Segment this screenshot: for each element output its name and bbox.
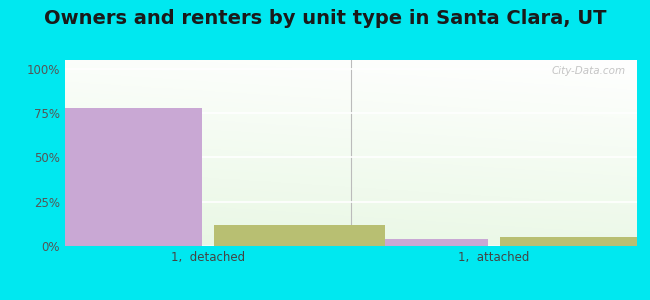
Bar: [317, 239, 488, 246]
Bar: [500, 237, 650, 246]
Text: Owners and renters by unit type in Santa Clara, UT: Owners and renters by unit type in Santa…: [44, 9, 606, 28]
Text: City-Data.com: City-Data.com: [551, 66, 625, 76]
Bar: [31, 108, 202, 246]
Bar: [214, 225, 385, 246]
